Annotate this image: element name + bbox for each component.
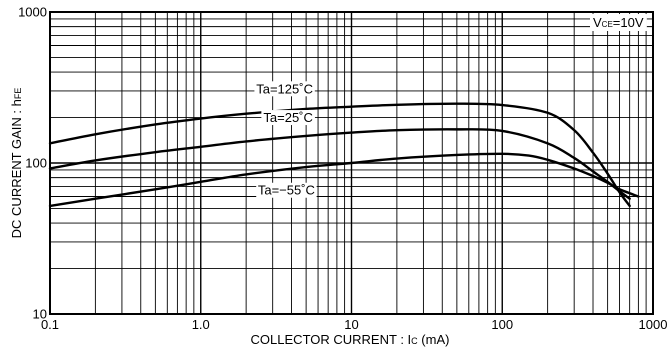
x-axis-label: COLLECTOR CURRENT : IC (mA) — [251, 332, 450, 347]
series-line-2 — [48, 152, 640, 208]
x-tick-label: 100 — [491, 317, 513, 332]
grid — [49, 12, 653, 315]
series-line-0 — [48, 102, 631, 208]
y-axis-label: DC CURRENT GAIN : hFE — [9, 88, 24, 239]
curves — [48, 102, 640, 208]
series-label-bg — [261, 110, 315, 126]
y-tick-labels: 10 100 1000 — [18, 5, 47, 322]
series-label-bg — [254, 81, 315, 97]
series-label-bg — [256, 182, 317, 198]
series-label-1: Ta=25˚C — [263, 110, 313, 125]
series-label-2: Ta=−55˚C — [258, 183, 315, 198]
y-tick-label: 100 — [25, 156, 47, 171]
x-tick-label: 1.0 — [192, 317, 210, 332]
y-tick-label: 10 — [33, 307, 47, 322]
x-tick-label: 1000 — [639, 317, 667, 332]
plot-frame — [49, 11, 654, 315]
condition-label-bg — [590, 14, 647, 31]
condition-label: VCE=10V — [593, 15, 644, 30]
series-line-1 — [48, 128, 631, 200]
series-labels: Ta=125˚C Ta=25˚C Ta=−55˚C — [254, 81, 317, 198]
x-tick-label: 10 — [344, 317, 358, 332]
series-label-0: Ta=125˚C — [256, 81, 313, 96]
x-tick-label: 0.1 — [41, 317, 59, 332]
y-tick-label: 1000 — [18, 5, 47, 20]
x-tick-labels: 0.1 1.0 10 100 1000 — [41, 317, 667, 332]
